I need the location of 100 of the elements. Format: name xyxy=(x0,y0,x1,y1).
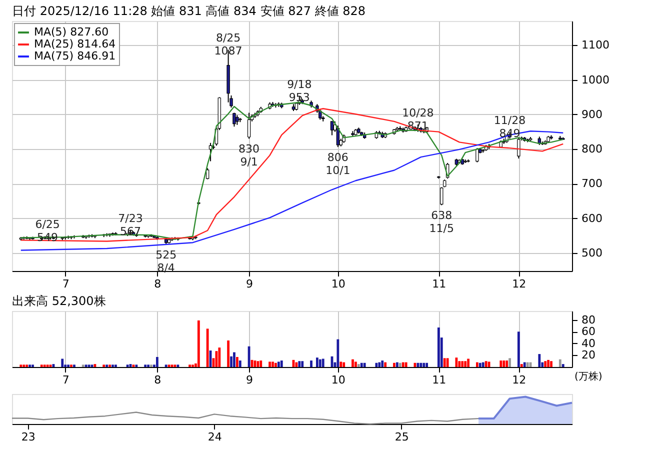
bar xyxy=(61,358,64,367)
y-tick-label: 60 xyxy=(582,325,596,338)
bar xyxy=(342,362,346,367)
bar xyxy=(464,361,467,367)
bar xyxy=(316,358,318,367)
bar xyxy=(404,362,408,367)
bar xyxy=(381,360,384,367)
bar xyxy=(420,362,422,367)
bar xyxy=(538,354,541,367)
y-tick-label: 40 xyxy=(582,336,596,350)
candlestick xyxy=(517,136,520,159)
bar xyxy=(384,362,387,367)
bar xyxy=(500,360,502,367)
bar xyxy=(437,328,440,367)
x-tick-label: 25 xyxy=(394,430,409,444)
bar xyxy=(272,362,274,367)
bar xyxy=(277,362,280,367)
candlestick xyxy=(247,112,251,140)
bar xyxy=(268,362,271,367)
bar xyxy=(446,358,449,367)
bar xyxy=(295,362,298,367)
bar xyxy=(476,362,478,367)
bar xyxy=(508,358,511,367)
bar xyxy=(398,362,402,367)
legend-label: MA(5) 827.60 xyxy=(34,26,109,38)
bar xyxy=(558,359,562,367)
bar xyxy=(461,361,464,367)
x-tick-label: 7 xyxy=(62,374,70,386)
bar xyxy=(402,362,404,367)
bar xyxy=(393,362,396,367)
annotation: 806 10/1 xyxy=(326,151,350,178)
x-tick-label: 23 xyxy=(21,430,36,444)
bar xyxy=(517,332,520,367)
bar xyxy=(458,361,461,367)
y-axis-title: (万株) xyxy=(574,370,602,382)
bar xyxy=(298,361,301,367)
legend-label: MA(75) 846.91 xyxy=(34,50,116,62)
bar xyxy=(482,362,484,367)
y-tick-label: 1000 xyxy=(582,73,610,86)
bar xyxy=(375,362,378,367)
annotation: 638 11/5 xyxy=(429,209,454,236)
bar xyxy=(352,359,354,367)
y-tick-label: 500 xyxy=(582,246,602,260)
bar xyxy=(340,362,342,367)
line-series xyxy=(20,130,564,251)
candlestick xyxy=(232,112,236,128)
x-tick-label: 12 xyxy=(512,278,526,290)
x-tick-label: 7 xyxy=(62,278,70,290)
y-tick-label: 20 xyxy=(582,348,596,362)
x-tick-label: 10 xyxy=(331,374,346,386)
bar xyxy=(547,360,550,367)
bar xyxy=(378,362,381,367)
x-tick-label: 8 xyxy=(154,278,162,290)
bar xyxy=(360,362,363,367)
y-tick-label: 900 xyxy=(582,108,602,121)
candlestick xyxy=(330,120,334,136)
bar xyxy=(256,361,260,367)
annotation: 830 9/1 xyxy=(238,142,260,169)
candlestick xyxy=(476,148,479,163)
bar xyxy=(416,362,420,367)
bar xyxy=(318,359,322,367)
bar xyxy=(354,362,357,367)
bar xyxy=(523,362,526,367)
bar xyxy=(274,362,277,367)
bar xyxy=(206,328,209,367)
bar xyxy=(301,361,304,367)
bar xyxy=(484,361,488,367)
x-tick-label: 11 xyxy=(432,374,446,386)
bar xyxy=(455,358,458,367)
bar xyxy=(336,339,340,367)
y-tick-label: 1100 xyxy=(582,38,610,52)
x-tick-label: 9 xyxy=(246,278,254,290)
bar xyxy=(218,348,221,367)
bar xyxy=(520,364,523,367)
bar xyxy=(280,360,283,367)
x-tick-label: 24 xyxy=(208,430,222,444)
bar xyxy=(322,358,324,367)
y-tick-label: 600 xyxy=(582,212,602,225)
candlestick xyxy=(236,114,239,126)
bar xyxy=(502,360,506,367)
x-tick-label: 11 xyxy=(432,278,446,290)
bar xyxy=(215,351,218,367)
x-tick-label: 8 xyxy=(154,374,162,386)
bar xyxy=(357,364,360,367)
chart-title: 出来高 52,300株 xyxy=(12,294,106,308)
annotation: 9/18 953 xyxy=(287,78,312,104)
bar xyxy=(550,361,552,367)
bar xyxy=(310,360,312,367)
bar xyxy=(396,362,398,367)
bar xyxy=(478,362,482,367)
bar xyxy=(238,360,242,367)
y-tick-label: 700 xyxy=(582,177,602,190)
bar xyxy=(526,362,529,367)
bar xyxy=(422,362,426,367)
bar xyxy=(426,362,428,367)
x-tick-label: 10 xyxy=(331,278,346,290)
bar xyxy=(544,361,547,367)
bar xyxy=(236,356,238,367)
bar xyxy=(562,364,564,367)
x-tick-label: 9 xyxy=(246,374,254,386)
